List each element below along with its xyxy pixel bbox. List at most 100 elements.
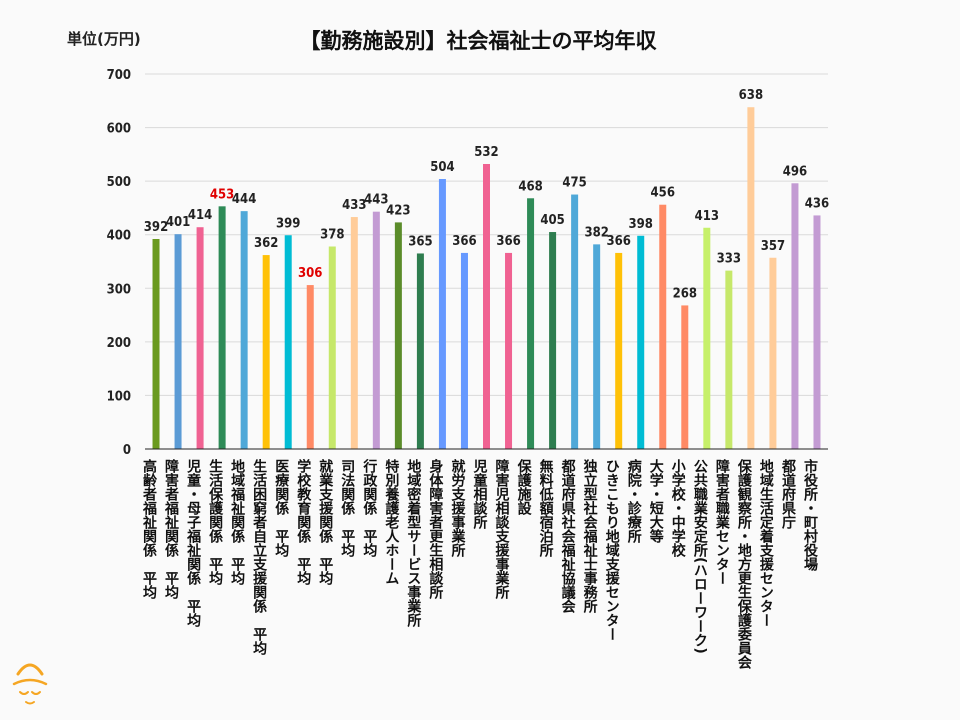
category-label: 大学・短大等 xyxy=(648,458,664,544)
category-label: 児童・母子福祉関係 平均 xyxy=(185,459,202,628)
bar xyxy=(350,217,358,449)
category-label: 特別養護老人ホーム xyxy=(383,458,400,585)
bar xyxy=(152,239,160,449)
y-axis-unit-label: 単位(万円) xyxy=(67,30,141,48)
data-label: 436 xyxy=(805,196,829,211)
chart-title: 【勤務施設別】社会福祉士の平均年収 xyxy=(300,29,658,53)
category-label: 保護観察所・地方更生保護委員会 xyxy=(736,458,753,670)
y-tick-label: 400 xyxy=(107,229,131,244)
category-label: 高齢者福祉関係 平均 xyxy=(141,458,158,600)
bar xyxy=(637,235,645,449)
category-label: 身体障害者更生相談所 xyxy=(427,458,443,600)
category-label: 生活困窮者自立支援関係 平均 xyxy=(251,458,268,656)
category-label: 都道府県庁 xyxy=(780,459,797,530)
bar xyxy=(747,107,755,449)
bar xyxy=(703,227,711,449)
y-tick-label: 500 xyxy=(107,175,131,190)
bar xyxy=(372,211,380,449)
bar xyxy=(813,215,821,449)
bar xyxy=(615,252,623,449)
data-label: 456 xyxy=(651,186,675,201)
data-label: 496 xyxy=(783,164,807,179)
category-label: 生活保護関係 平均 xyxy=(207,458,224,586)
bar xyxy=(438,179,446,449)
data-label: 392 xyxy=(144,220,168,235)
data-label: 638 xyxy=(739,88,763,103)
data-label: 366 xyxy=(606,234,630,249)
bars xyxy=(152,107,821,450)
data-label: 366 xyxy=(452,234,476,249)
y-tick-label: 700 xyxy=(107,68,131,83)
bar xyxy=(769,257,777,449)
data-label: 423 xyxy=(386,203,410,218)
data-label: 333 xyxy=(717,252,741,267)
data-label: 475 xyxy=(562,176,586,191)
data-label: 444 xyxy=(232,192,256,207)
bar xyxy=(262,255,270,449)
bar xyxy=(681,305,689,449)
mascot-face-icon xyxy=(12,663,48,705)
data-label: 453 xyxy=(210,187,234,202)
y-tick-label: 0 xyxy=(123,443,131,458)
bar xyxy=(328,246,336,449)
category-label: 就労支援事業所 xyxy=(449,458,466,558)
bar xyxy=(571,194,579,449)
category-label: ひきこもり地域支援センター xyxy=(604,459,621,641)
category-labels: 高齢者福祉関係 平均 障害者福祉関係 平均 児童・母子福祉関係 平均 生活保護関係 平… xyxy=(141,458,818,670)
bar xyxy=(505,252,513,449)
bar xyxy=(174,234,182,449)
category-label: 障害者職業センター xyxy=(714,458,731,585)
y-tick-label: 200 xyxy=(107,336,131,351)
data-label: 382 xyxy=(584,225,608,240)
category-label: 無料低額宿泊所 xyxy=(538,458,555,558)
y-tick-label: 100 xyxy=(107,389,131,404)
data-label: 399 xyxy=(276,216,300,231)
bar xyxy=(196,227,204,449)
category-label: 保護施設 xyxy=(516,458,533,516)
y-tick-label: 600 xyxy=(107,122,131,137)
bar xyxy=(527,198,535,449)
data-label: 504 xyxy=(430,160,454,175)
data-label: 468 xyxy=(518,179,542,194)
data-label: 413 xyxy=(695,209,719,224)
y-tick-label: 300 xyxy=(107,282,131,297)
category-label: 医療関係 平均 xyxy=(273,459,289,558)
data-label: 443 xyxy=(364,193,388,208)
data-label: 398 xyxy=(629,217,653,232)
category-label: 都道府県社会福祉協議会 xyxy=(560,459,577,614)
category-label: 学校教育関係 平均 xyxy=(295,458,311,586)
bar xyxy=(460,252,468,449)
bar xyxy=(549,232,557,449)
data-label: 365 xyxy=(408,234,432,249)
category-label: 就業支援関係 平均 xyxy=(317,458,334,586)
category-label: 児童相談所 xyxy=(472,459,489,530)
data-label: 414 xyxy=(188,208,212,223)
category-label: 地域福祉関係 平均 xyxy=(229,458,246,586)
category-label: 地域生活定着支援センター xyxy=(758,458,775,627)
category-label: 病院・診療所 xyxy=(626,458,642,544)
bar xyxy=(725,270,733,449)
data-label: 433 xyxy=(342,198,366,213)
data-label: 357 xyxy=(761,239,785,254)
data-label: 362 xyxy=(254,236,278,251)
bar xyxy=(394,222,402,449)
category-label: 地域密着型サービス事業所 xyxy=(405,458,422,628)
bar xyxy=(240,211,248,449)
data-label: 366 xyxy=(496,234,520,249)
bar xyxy=(284,235,292,449)
bar xyxy=(791,183,799,450)
data-label: 401 xyxy=(166,215,190,230)
bar xyxy=(218,206,226,449)
bar xyxy=(416,253,424,449)
bar xyxy=(659,204,667,449)
data-label: 378 xyxy=(320,228,344,243)
bar xyxy=(306,285,314,449)
data-label: 532 xyxy=(474,145,498,160)
category-label: 小学校・中学校 xyxy=(670,459,686,558)
category-label: 公共職業安定所(ハローワーク) xyxy=(692,459,709,654)
data-label: 306 xyxy=(298,266,322,281)
category-label: 独立型社会福祉士事務所 xyxy=(582,458,599,614)
category-label: 障害児相談支援事業所 xyxy=(494,458,511,600)
